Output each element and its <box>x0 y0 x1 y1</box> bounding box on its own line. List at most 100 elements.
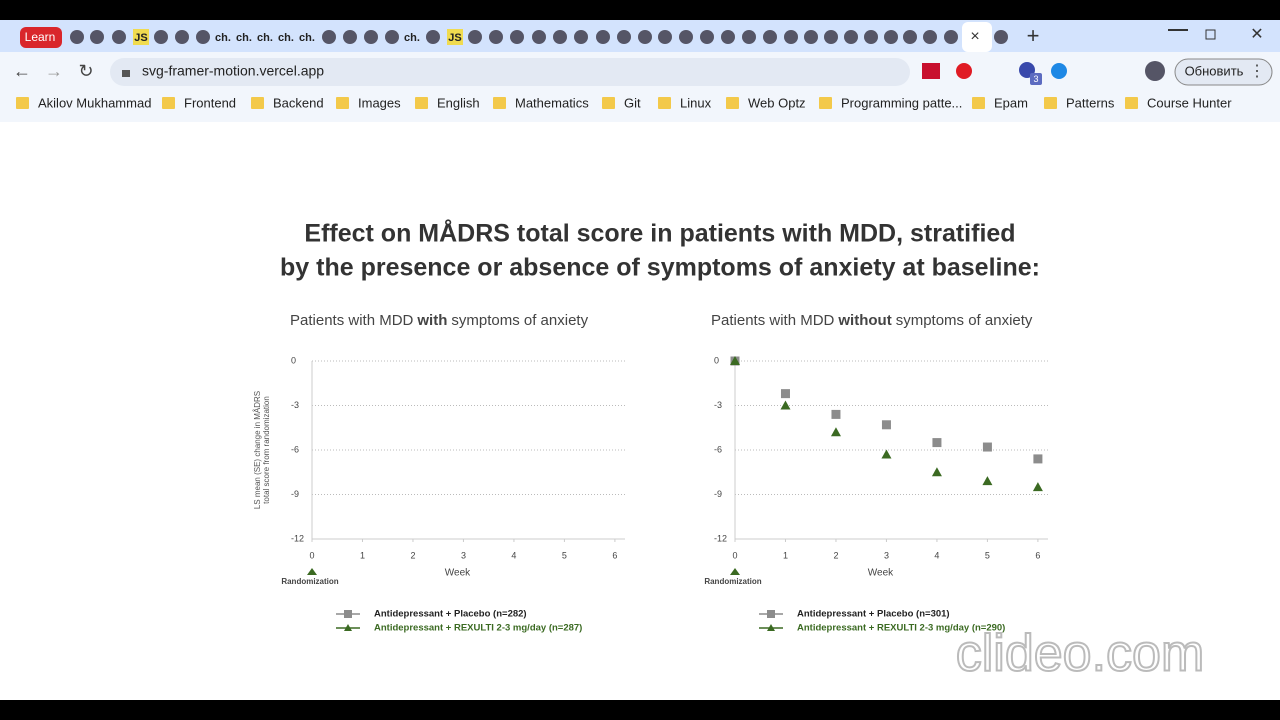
subtitle-part: without <box>837 312 891 329</box>
tab-badge[interactable] <box>20 27 62 48</box>
folder-icon[interactable] <box>1125 97 1138 109</box>
folder-icon[interactable] <box>493 97 506 109</box>
point <box>780 400 791 410</box>
tab-icon[interactable] <box>864 30 878 44</box>
forward[interactable]: → <box>45 61 63 81</box>
tab-label[interactable]: ch. <box>278 32 294 44</box>
tab-icon[interactable] <box>903 30 917 44</box>
tab-icon[interactable] <box>510 30 524 44</box>
extension[interactable] <box>1051 63 1067 79</box>
url[interactable]: svg-framer-motion.vercel.app <box>142 63 324 79</box>
extension[interactable] <box>956 63 972 79</box>
avatar[interactable] <box>1145 61 1165 81</box>
tab-label[interactable]: JS <box>134 32 147 44</box>
folder-icon[interactable] <box>162 97 175 109</box>
tab-icon[interactable] <box>154 30 168 44</box>
tab-icon[interactable] <box>742 30 756 44</box>
tab-icon[interactable] <box>784 30 798 44</box>
tab-icon[interactable] <box>884 30 898 44</box>
top-bar <box>0 0 1280 20</box>
omnibox[interactable] <box>110 58 910 86</box>
tab-icon[interactable] <box>824 30 838 44</box>
bookmark[interactable]: Images <box>358 95 401 110</box>
tab-icon[interactable] <box>721 30 735 44</box>
tab-icon[interactable] <box>489 30 503 44</box>
tab-icon[interactable] <box>90 30 104 44</box>
close-tab[interactable]: × <box>970 28 979 45</box>
tab-badge[interactable] <box>133 29 149 45</box>
bookmark[interactable]: Git <box>624 95 641 110</box>
bookmark[interactable]: Web Optz <box>748 95 806 110</box>
tab-label[interactable]: ch. <box>257 32 273 44</box>
close-window[interactable]: ✕ <box>1250 26 1263 43</box>
y-axis-label: total score from randomization <box>262 396 271 504</box>
legend-label: Antidepressant + Placebo (n=301) <box>797 609 950 620</box>
tab-icon[interactable] <box>763 30 777 44</box>
restore[interactable] <box>1205 29 1216 40</box>
folder-icon[interactable] <box>658 97 671 109</box>
active-tab[interactable] <box>962 22 992 52</box>
tab-icon[interactable] <box>364 30 378 44</box>
tab-label[interactable]: ch. <box>215 32 231 44</box>
tab-icon[interactable] <box>617 30 631 44</box>
randomization-marker <box>730 568 740 575</box>
tab-label[interactable]: Learn <box>25 30 56 44</box>
folder-icon[interactable] <box>726 97 739 109</box>
tab-icon[interactable] <box>804 30 818 44</box>
bookmark[interactable]: Linux <box>680 95 712 110</box>
tab-icon[interactable] <box>923 30 937 44</box>
tab-icon[interactable] <box>343 30 357 44</box>
reload[interactable]: ↻ <box>78 61 93 81</box>
extension[interactable] <box>922 63 940 79</box>
tab-badge[interactable] <box>447 29 463 45</box>
tab-label[interactable]: ch. <box>299 32 315 44</box>
tab-icon[interactable] <box>70 30 84 44</box>
tab-icon[interactable] <box>658 30 672 44</box>
folder-icon[interactable] <box>819 97 832 109</box>
bookmark[interactable]: Backend <box>273 95 324 110</box>
bookmark[interactable]: Frontend <box>184 95 236 110</box>
bookmark[interactable]: Patterns <box>1066 95 1115 110</box>
tab-icon[interactable] <box>532 30 546 44</box>
bookmark[interactable]: Akilov Mukhammad <box>38 95 151 110</box>
new-tab[interactable]: + <box>1027 23 1040 48</box>
bookmark[interactable]: English <box>437 95 480 110</box>
folder-icon[interactable] <box>602 97 615 109</box>
tab-label[interactable]: ch. <box>404 32 420 44</box>
tab-icon[interactable] <box>638 30 652 44</box>
bookmark[interactable]: Programming patte... <box>841 95 962 110</box>
tab-icon[interactable] <box>994 30 1008 44</box>
folder-icon[interactable] <box>972 97 985 109</box>
minimize[interactable] <box>1168 29 1188 31</box>
tab-icon[interactable] <box>426 30 440 44</box>
folder-icon[interactable] <box>16 97 29 109</box>
tab-icon[interactable] <box>175 30 189 44</box>
subtitle-part: with <box>416 312 447 329</box>
tab-label[interactable]: JS <box>448 32 461 44</box>
tab-icon[interactable] <box>844 30 858 44</box>
bookmark[interactable]: Mathematics <box>515 95 589 110</box>
tab-icon[interactable] <box>322 30 336 44</box>
tab-label[interactable]: ch. <box>236 32 252 44</box>
tab-icon[interactable] <box>574 30 588 44</box>
tab-icon[interactable] <box>385 30 399 44</box>
folder-icon[interactable] <box>336 97 349 109</box>
menu[interactable]: ⋮ <box>1249 63 1265 80</box>
back[interactable]: ← <box>13 61 31 81</box>
tab-icon[interactable] <box>468 30 482 44</box>
tab-icon[interactable] <box>553 30 567 44</box>
bookmark[interactable]: Epam <box>994 95 1028 110</box>
tab-icon[interactable] <box>700 30 714 44</box>
folder-icon[interactable] <box>251 97 264 109</box>
update-button[interactable] <box>1174 58 1273 86</box>
folder-icon[interactable] <box>1044 97 1057 109</box>
tab-icon[interactable] <box>196 30 210 44</box>
bottom-bar <box>0 700 1280 720</box>
tab-icon[interactable] <box>679 30 693 44</box>
tab-icon[interactable] <box>112 30 126 44</box>
tab-icon[interactable] <box>944 30 958 44</box>
bookmark[interactable]: Course Hunter <box>1147 95 1232 110</box>
folder-icon[interactable] <box>415 97 428 109</box>
tab-icon[interactable] <box>596 30 610 44</box>
update-label[interactable]: Обновить <box>1185 63 1244 78</box>
